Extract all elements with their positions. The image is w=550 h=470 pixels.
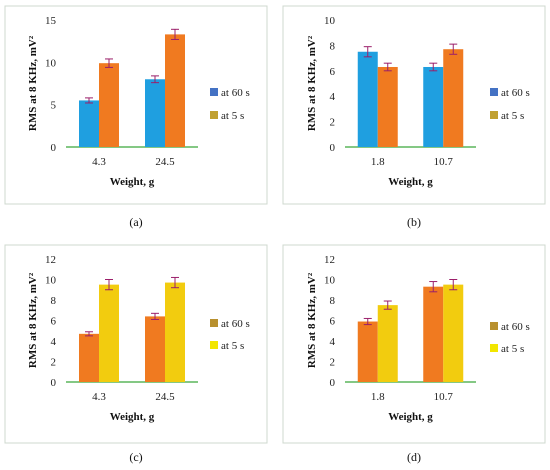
bars — [79, 276, 185, 382]
legend-swatch — [490, 111, 498, 119]
y-tick-labels: 0 2 4 6 8 10 — [324, 15, 336, 154]
y-tick-label: 5 — [51, 100, 57, 112]
panel-caption: (a) — [129, 215, 142, 229]
x-tick-label: 1.8 — [371, 391, 385, 403]
y-tick-label: 2 — [330, 117, 336, 129]
y-tick-label: 12 — [324, 254, 335, 266]
legend-swatch — [210, 88, 218, 96]
bar — [377, 66, 398, 147]
x-tick-label: 1.8 — [371, 156, 385, 168]
y-tick-label: 6 — [51, 316, 57, 328]
y-tick-labels: 0 5 10 15 — [45, 15, 57, 154]
y-tick-label: 0 — [330, 142, 336, 154]
x-tick-label: 10.7 — [434, 391, 454, 403]
panel-caption: (d) — [407, 450, 421, 464]
y-tick-label: 8 — [330, 40, 336, 52]
bar — [145, 316, 165, 382]
y-tick-label: 2 — [51, 357, 57, 369]
y-tick-label: 2 — [330, 357, 336, 369]
legend-swatch — [490, 344, 498, 352]
y-tick-label: 10 — [324, 15, 336, 27]
y-tick-label: 10 — [45, 57, 57, 69]
y-tick-label: 6 — [330, 316, 336, 328]
x-tick-label: 24.5 — [155, 391, 175, 403]
legend-label: at 60 s — [221, 318, 250, 330]
bar — [79, 100, 99, 147]
x-axis-label: Weight, g — [388, 176, 433, 188]
bar — [165, 34, 185, 147]
legend-label: at 5 s — [501, 110, 524, 122]
x-axis-label: Weight, g — [388, 411, 433, 423]
legend-swatch — [490, 322, 498, 330]
legend-label: at 60 s — [221, 87, 250, 99]
bar — [165, 282, 185, 382]
bar — [423, 66, 444, 147]
y-axis-label: RMS at 8 KHz, mV² — [27, 272, 39, 368]
legend-swatch — [210, 111, 218, 119]
bars — [79, 28, 185, 147]
y-tick-label: 4 — [330, 91, 336, 103]
legend-label: at 5 s — [221, 110, 244, 122]
panel-frame — [282, 5, 546, 205]
legend: at 60 s at 5 s — [210, 87, 250, 122]
x-axis-label: Weight, g — [110, 176, 155, 188]
bar — [357, 321, 378, 382]
x-tick-label: 4.3 — [92, 391, 106, 403]
panel-frame — [4, 244, 268, 444]
x-tick-label: 10.7 — [434, 156, 454, 168]
x-tick-label: 24.5 — [155, 156, 175, 168]
panel-frame — [282, 244, 546, 444]
legend: at 60 s at 5 s — [490, 87, 530, 122]
panel-caption: (b) — [407, 215, 421, 229]
legend-swatch — [210, 319, 218, 327]
y-tick-labels: 0 2 4 6 8 10 12 — [45, 254, 57, 389]
legend-swatch — [490, 88, 498, 96]
bar — [443, 49, 464, 147]
panel-frame — [4, 5, 268, 205]
bar — [443, 284, 464, 382]
x-axis-label: Weight, g — [110, 411, 155, 423]
y-axis-label: RMS at 8 KHz, mV² — [306, 35, 318, 131]
y-tick-label: 0 — [330, 377, 336, 389]
x-tick-label: 4.3 — [92, 156, 106, 168]
y-tick-label: 0 — [51, 377, 57, 389]
legend-label: at 5 s — [501, 343, 524, 355]
y-tick-label: 10 — [324, 275, 336, 287]
legend-label: at 60 s — [501, 321, 530, 333]
panel-caption: (c) — [129, 450, 142, 464]
y-tick-label: 4 — [51, 336, 57, 348]
y-tick-label: 15 — [45, 15, 57, 27]
bar — [423, 286, 444, 382]
y-axis-label: RMS at 8 KHz, mV² — [306, 272, 318, 368]
bar — [377, 305, 398, 382]
legend-label: at 60 s — [501, 87, 530, 99]
y-tick-labels: 0 2 4 6 8 10 12 — [324, 254, 336, 389]
y-tick-label: 12 — [45, 254, 56, 266]
bars — [357, 43, 464, 147]
y-tick-label: 6 — [330, 66, 336, 78]
legend-swatch — [210, 341, 218, 349]
bar — [357, 51, 378, 147]
legend: at 60 s at 5 s — [210, 318, 250, 352]
bar — [79, 333, 99, 382]
bar — [99, 284, 119, 382]
bar — [99, 63, 119, 147]
y-axis-label: RMS at 8 KHz, mV² — [27, 35, 39, 131]
y-tick-label: 0 — [51, 142, 57, 154]
y-tick-label: 10 — [45, 275, 57, 287]
y-tick-label: 4 — [330, 336, 336, 348]
y-tick-label: 8 — [51, 295, 57, 307]
bars — [357, 279, 464, 382]
legend: at 60 s at 5 s — [490, 321, 530, 355]
bar — [145, 79, 165, 147]
y-tick-label: 8 — [330, 295, 336, 307]
legend-label: at 5 s — [221, 340, 244, 352]
